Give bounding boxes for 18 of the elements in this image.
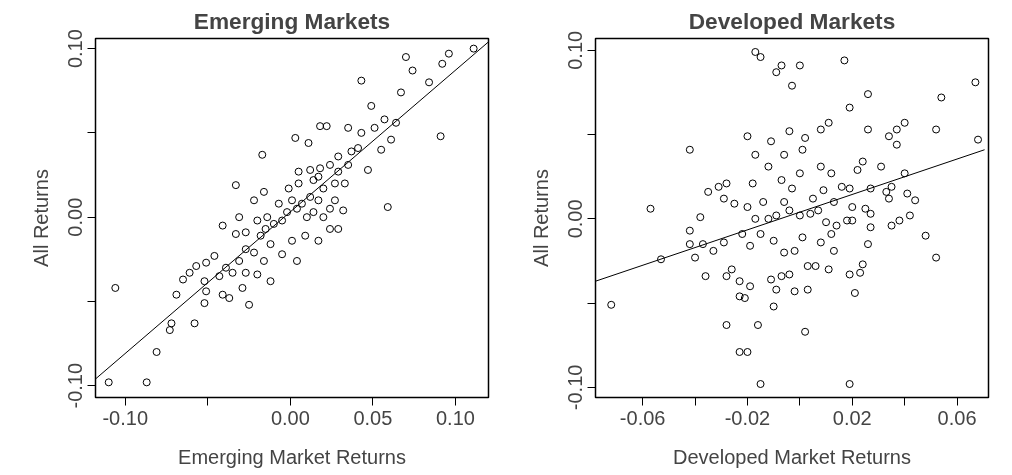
y-tick-label: 0.00 — [64, 197, 87, 237]
x-tick-label: 0.02 — [832, 406, 872, 429]
x-tick-label: 0.00 — [270, 406, 310, 429]
x-tick-label: 0.10 — [436, 406, 475, 429]
y-axis-title: All Returns — [29, 169, 52, 267]
y-axis-title: All Returns — [529, 169, 552, 267]
chart-title: Developed Markets — [688, 7, 896, 34]
x-tick-label: -0.10 — [102, 406, 149, 429]
x-tick-label: 0.06 — [937, 406, 977, 429]
chart-title: Emerging Markets — [193, 7, 391, 34]
x-axis-title: Developed Market Returns — [673, 445, 911, 468]
x-tick-label: 0.05 — [353, 406, 393, 429]
y-tick-label: 0.10 — [564, 30, 587, 70]
x-axis-title: Emerging Market Returns — [178, 445, 406, 468]
y-tick-label: 0.10 — [64, 29, 87, 69]
x-tick-label: -0.06 — [619, 406, 666, 429]
x-tick-label: -0.02 — [724, 406, 771, 429]
y-tick-label: 0.00 — [564, 199, 587, 239]
